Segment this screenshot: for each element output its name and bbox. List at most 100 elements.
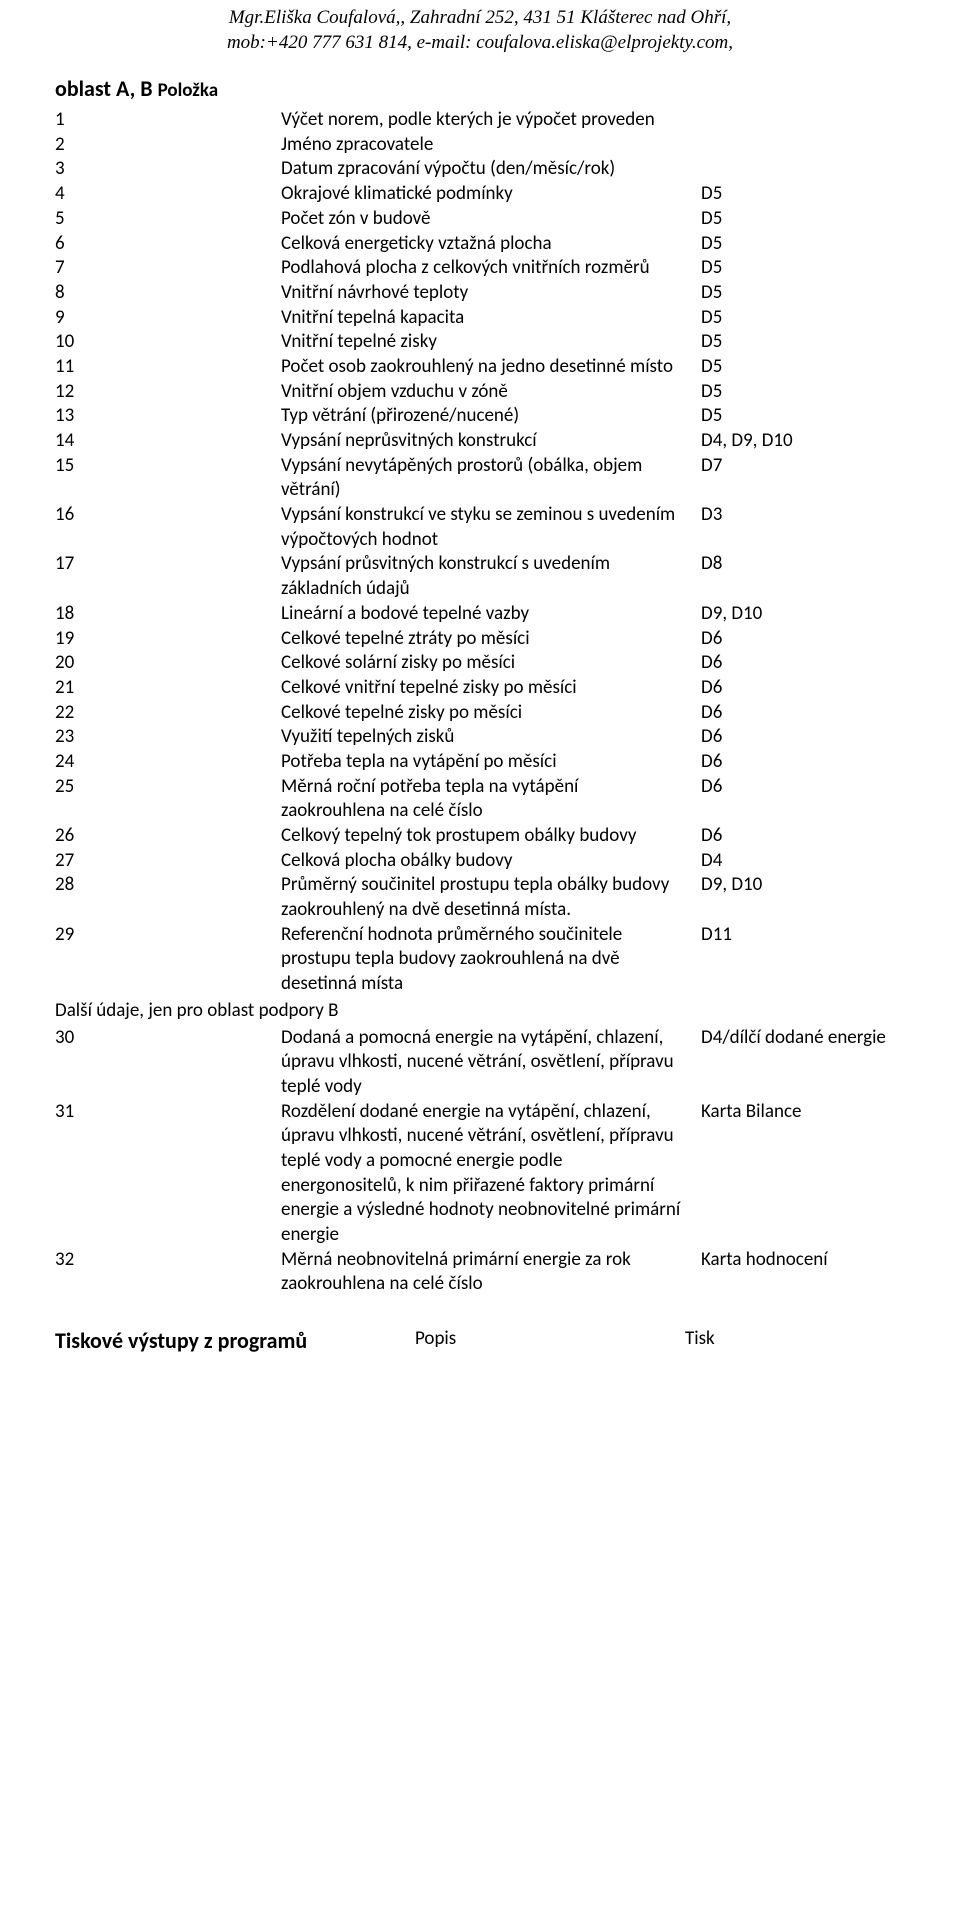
row-number: 10 <box>55 330 91 355</box>
row-description: Měrná neobnovitelná primární energie za … <box>281 1248 681 1297</box>
row-number: 23 <box>55 725 91 750</box>
table-row: 28Průměrný součinitel prostupu tepla obá… <box>55 873 905 922</box>
row-description: Vnitřní návrhové teploty <box>281 281 681 306</box>
header-line-1: Mgr.Eliška Coufalová,, Zahradní 252, 431… <box>0 6 960 31</box>
row-number: 26 <box>55 824 91 849</box>
row-description: Okrajové klimatické podmínky <box>281 182 681 207</box>
row-description: Typ větrání (přirozené/nucené) <box>281 404 681 429</box>
table-row: 4 Okrajové klimatické podmínky D5 <box>55 182 905 207</box>
row-description: Vypsání konstrukcí ve styku se zeminou s… <box>281 503 681 552</box>
table-row: 25Měrná roční potřeba tepla na vytápění … <box>55 775 905 824</box>
table-row: 32 Měrná neobnovitelná primární energie z… <box>55 1248 905 1297</box>
row-tisk: D4 <box>701 849 722 874</box>
row-tisk: D5 <box>701 330 722 355</box>
row-description: Vypsání neprůsvitných konstrukcí <box>281 429 681 454</box>
row-tisk: D5 <box>701 232 722 257</box>
row-tisk: D6 <box>701 701 722 726</box>
row-number: 15 <box>55 454 91 479</box>
row-tisk: D5 <box>701 182 722 207</box>
row-description: Celkové vnitřní tepelné zisky po měsíci <box>281 676 681 701</box>
row-number: 4 <box>55 182 91 207</box>
table-row: 31Rozdělení dodané energie na vytápění, … <box>55 1100 905 1248</box>
row-description: Počet zón v budově <box>281 207 681 232</box>
row-tisk: D6 <box>701 824 722 849</box>
row-description: Vnitřní objem vzduchu v zóně <box>281 380 681 405</box>
row-tisk: D5 <box>701 355 722 380</box>
row-tisk: D6 <box>701 775 722 800</box>
row-tisk: D11 <box>701 923 732 948</box>
row-number: 18 <box>55 602 91 627</box>
table-row: 13Typ větrání (přirozené/nucené)D5 <box>55 404 905 429</box>
row-description: Vypsání průsvitných konstrukcí s uvedení… <box>281 552 681 601</box>
row-description: Celková plocha obálky budovy <box>281 849 681 874</box>
row-tisk: D5 <box>701 207 722 232</box>
table-row: 2 Jméno zpracovatele <box>55 133 905 158</box>
table-row: 30 Dodaná a pomocná energie na vytápění, … <box>55 1026 905 1100</box>
row-description: Potřeba tepla na vytápění po měsíci <box>281 750 681 775</box>
row-number: 32 <box>55 1248 91 1273</box>
row-description: Vnitřní tepelná kapacita <box>281 306 681 331</box>
table-row: 17 Vypsání průsvitných konstrukcí s uvede… <box>55 552 905 601</box>
row-number: 31 <box>55 1100 91 1125</box>
row-number: 8 <box>55 281 91 306</box>
row-description: Dodaná a pomocná energie na vytápění, ch… <box>281 1026 681 1100</box>
table-row: 5 Počet zón v budově D5 <box>55 207 905 232</box>
row-tisk: D6 <box>701 750 722 775</box>
table-row: 21 Celkové vnitřní tepelné zisky po měsíc… <box>55 676 905 701</box>
row-tisk: D9, D10 <box>701 602 762 627</box>
row-number: 22 <box>55 701 91 726</box>
row-description: Výčet norem, podle kterých je výpočet pr… <box>281 108 681 133</box>
row-tisk: Karta Bilance <box>701 1100 801 1125</box>
row-description: Lineární a bodové tepelné vazby <box>281 602 681 627</box>
row-tisk: Karta hodnocení <box>701 1248 828 1273</box>
row-number: 5 <box>55 207 91 232</box>
section-prefix: oblast A, B <box>55 75 158 102</box>
row-number: 21 <box>55 676 91 701</box>
table-row: 8Vnitřní návrhové teplotyD5 <box>55 281 905 306</box>
row-number: 2 <box>55 133 91 158</box>
table-row: 3Datum zpracování výpočtu (den/měsíc/rok… <box>55 157 905 182</box>
table-row: 27 Celková plocha obálky budovy D4 <box>55 849 905 874</box>
document-header: Mgr.Eliška Coufalová,, Zahradní 252, 431… <box>0 6 960 55</box>
row-number: 14 <box>55 429 91 454</box>
table-row: 18 Lineární a bodové tepelné vazby D9, D10 <box>55 602 905 627</box>
row-tisk: D3 <box>701 503 722 528</box>
table-row: 15Vypsání nevytápěných prostorů (obálka,… <box>55 454 905 503</box>
row-number: 30 <box>55 1026 91 1051</box>
section-title: oblast A, B Položka <box>55 75 960 104</box>
table-row: 1Výčet norem, podle kterých je výpočet p… <box>55 108 905 133</box>
table-row: 16Vypsání konstrukcí ve styku se zeminou… <box>55 503 905 552</box>
row-tisk: D5 <box>701 306 722 331</box>
table-row: 29Referenční hodnota průměrného součinit… <box>55 923 905 997</box>
row-description: Celková energeticky vztažná plocha <box>281 232 681 257</box>
row-number: 17 <box>55 552 91 577</box>
table-row: 20Celkové solární zisky po měsíciD6 <box>55 651 905 676</box>
row-description: Počet osob zaokrouhlený na jedno desetin… <box>281 355 681 380</box>
row-number: 28 <box>55 873 91 898</box>
row-number: 20 <box>55 651 91 676</box>
table-row: 11Počet osob zaokrouhlený na jedno deset… <box>55 355 905 380</box>
row-tisk: D6 <box>701 676 722 701</box>
row-description: Podlahová plocha z celkových vnitřních r… <box>281 256 681 281</box>
row-tisk: D5 <box>701 404 722 429</box>
row-description: Vnitřní tepelné zisky <box>281 330 681 355</box>
row-tisk: D8 <box>701 552 722 577</box>
row-description: Datum zpracování výpočtu (den/měsíc/rok) <box>281 157 681 182</box>
row-tisk: D5 <box>701 380 722 405</box>
row-description: Jméno zpracovatele <box>281 133 681 158</box>
table-row: 19Celkové tepelné ztráty po měsíciD6 <box>55 627 905 652</box>
row-description: Celkové tepelné ztráty po měsíci <box>281 627 681 652</box>
sub-header: Další údaje, jen pro oblast podpory B <box>55 999 960 1024</box>
footer-col-tisk: Tisk <box>685 1327 715 1356</box>
row-tisk: D6 <box>701 651 722 676</box>
row-number: 27 <box>55 849 91 874</box>
row-number: 6 <box>55 232 91 257</box>
section-polozka: Položka <box>158 79 219 102</box>
row-number: 9 <box>55 306 91 331</box>
table-row: 7Podlahová plocha z celkových vnitřních … <box>55 256 905 281</box>
footer-col-popis: Popis <box>415 1327 685 1356</box>
row-description: Celkový tepelný tok prostupem obálky bud… <box>281 824 681 849</box>
row-number: 24 <box>55 750 91 775</box>
table-row: 9 Vnitřní tepelná kapacita D5 <box>55 306 905 331</box>
footer-row: Tiskové výstupy z programů Popis Tisk <box>55 1327 960 1356</box>
